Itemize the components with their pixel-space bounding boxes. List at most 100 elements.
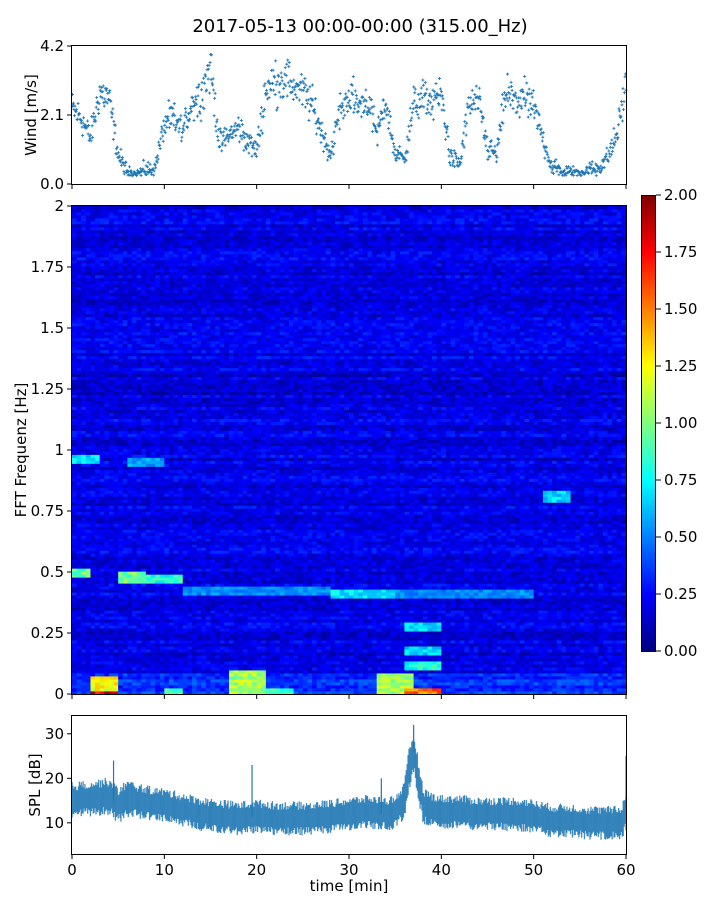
heatmap-cell	[104, 335, 109, 338]
heatmap-cell	[81, 616, 86, 619]
heatmap-cell	[109, 526, 114, 529]
heatmap-cell	[77, 383, 82, 386]
heatmap-cell	[146, 559, 151, 562]
heatmap-cell	[90, 532, 95, 535]
heatmap-cell	[114, 365, 119, 368]
heatmap-cell	[100, 416, 105, 419]
heatmap-cell	[127, 269, 132, 272]
heatmap-cell	[178, 469, 183, 472]
heatmap-cell	[160, 377, 165, 380]
heatmap-cell	[141, 374, 146, 377]
heatmap-cell	[118, 311, 123, 314]
heatmap-cell	[132, 251, 137, 254]
heatmap-cell	[150, 425, 155, 428]
heatmap-cell	[72, 293, 77, 296]
heatmap-cell	[100, 475, 105, 478]
heatmap-cell	[86, 493, 91, 496]
heatmap-cell	[86, 323, 91, 326]
heatmap-cell	[90, 517, 95, 520]
heatmap-cell	[86, 383, 91, 386]
heatmap-cell	[95, 586, 100, 589]
heatmap-cell	[146, 407, 151, 410]
heatmap-cell	[164, 481, 169, 484]
heatmap-cell	[100, 272, 105, 275]
heatmap-cell	[146, 359, 151, 362]
heatmap-cell	[72, 335, 77, 338]
heatmap-cell	[100, 437, 105, 440]
heatmap-cell	[109, 227, 114, 230]
heatmap-cell	[114, 215, 119, 218]
heatmap-cell	[109, 601, 114, 604]
heatmap-cell	[155, 332, 160, 335]
heatmap-cell	[86, 556, 91, 559]
heatmap-cell	[123, 541, 128, 544]
heatmap-cell	[86, 562, 91, 565]
wind-data-point	[157, 141, 160, 144]
heatmap-cell	[114, 655, 119, 658]
heatmap-cell	[174, 556, 179, 559]
heatmap-cell	[146, 206, 151, 209]
heatmap-cell	[169, 562, 174, 565]
heatmap-cell	[160, 646, 165, 649]
heatmap-cell	[81, 242, 86, 245]
heatmap-cell	[132, 601, 137, 604]
heatmap-cell	[95, 260, 100, 263]
wind-data-point	[304, 106, 307, 109]
heatmap-cell	[150, 449, 155, 452]
heatmap-cell	[127, 275, 132, 278]
heatmap-cell	[114, 437, 119, 440]
wind-data-point	[158, 144, 161, 147]
heatmap-cell	[141, 446, 146, 449]
heatmap-cell	[90, 487, 95, 490]
wind-data-point	[519, 97, 522, 100]
wind-data-point	[212, 88, 215, 91]
heatmap-cell	[160, 413, 165, 416]
heatmap-cell	[155, 646, 160, 649]
heatmap-cell	[160, 248, 165, 251]
wind-data-point	[469, 96, 472, 99]
heatmap-cell	[155, 550, 160, 553]
heatmap-cell	[155, 487, 160, 490]
wind-data-point	[218, 146, 221, 149]
heatmap-cell	[169, 670, 174, 673]
heatmap-cell	[100, 419, 105, 422]
heatmap-cell	[164, 454, 169, 457]
heatmap-cell	[90, 643, 95, 646]
wind-data-point	[452, 159, 455, 162]
heatmap-cell	[146, 604, 151, 607]
heatmap-cell	[178, 484, 183, 487]
heatmap-cell	[178, 401, 183, 404]
heatmap-cell	[132, 299, 137, 302]
heatmap-cell	[127, 646, 132, 649]
heatmap-cell	[95, 320, 100, 323]
heatmap-cell	[146, 547, 151, 550]
heatmap-cell	[86, 326, 91, 329]
heatmap-cell	[150, 296, 155, 299]
heatmap-cell	[72, 395, 77, 398]
heatmap-cell	[146, 374, 151, 377]
heatmap-cell	[72, 356, 77, 359]
heatmap-cell	[86, 278, 91, 281]
heatmap-cell	[127, 616, 132, 619]
heatmap-cell	[100, 646, 105, 649]
heatmap-cell	[150, 520, 155, 523]
heatmap-cell	[123, 661, 128, 664]
heatmap-cell	[114, 254, 119, 257]
heatmap-cell	[141, 332, 146, 335]
heatmap-cell	[114, 565, 119, 568]
heatmap-cell	[77, 257, 82, 260]
heatmap-cell	[95, 631, 100, 634]
heatmap-cell	[127, 670, 132, 673]
heatmap-cell	[100, 227, 105, 230]
heatmap-cell	[137, 646, 142, 649]
wind-data-point	[327, 144, 330, 147]
heatmap-cell	[137, 365, 142, 368]
heatmap-cell	[100, 517, 105, 520]
heatmap-cell	[118, 574, 123, 577]
heatmap-cell	[100, 595, 105, 598]
heatmap-cell	[169, 610, 174, 613]
heatmap-cell	[160, 281, 165, 284]
heatmap-cell	[155, 284, 160, 287]
heatmap-cell	[164, 224, 169, 227]
wind-data-point	[75, 110, 78, 113]
